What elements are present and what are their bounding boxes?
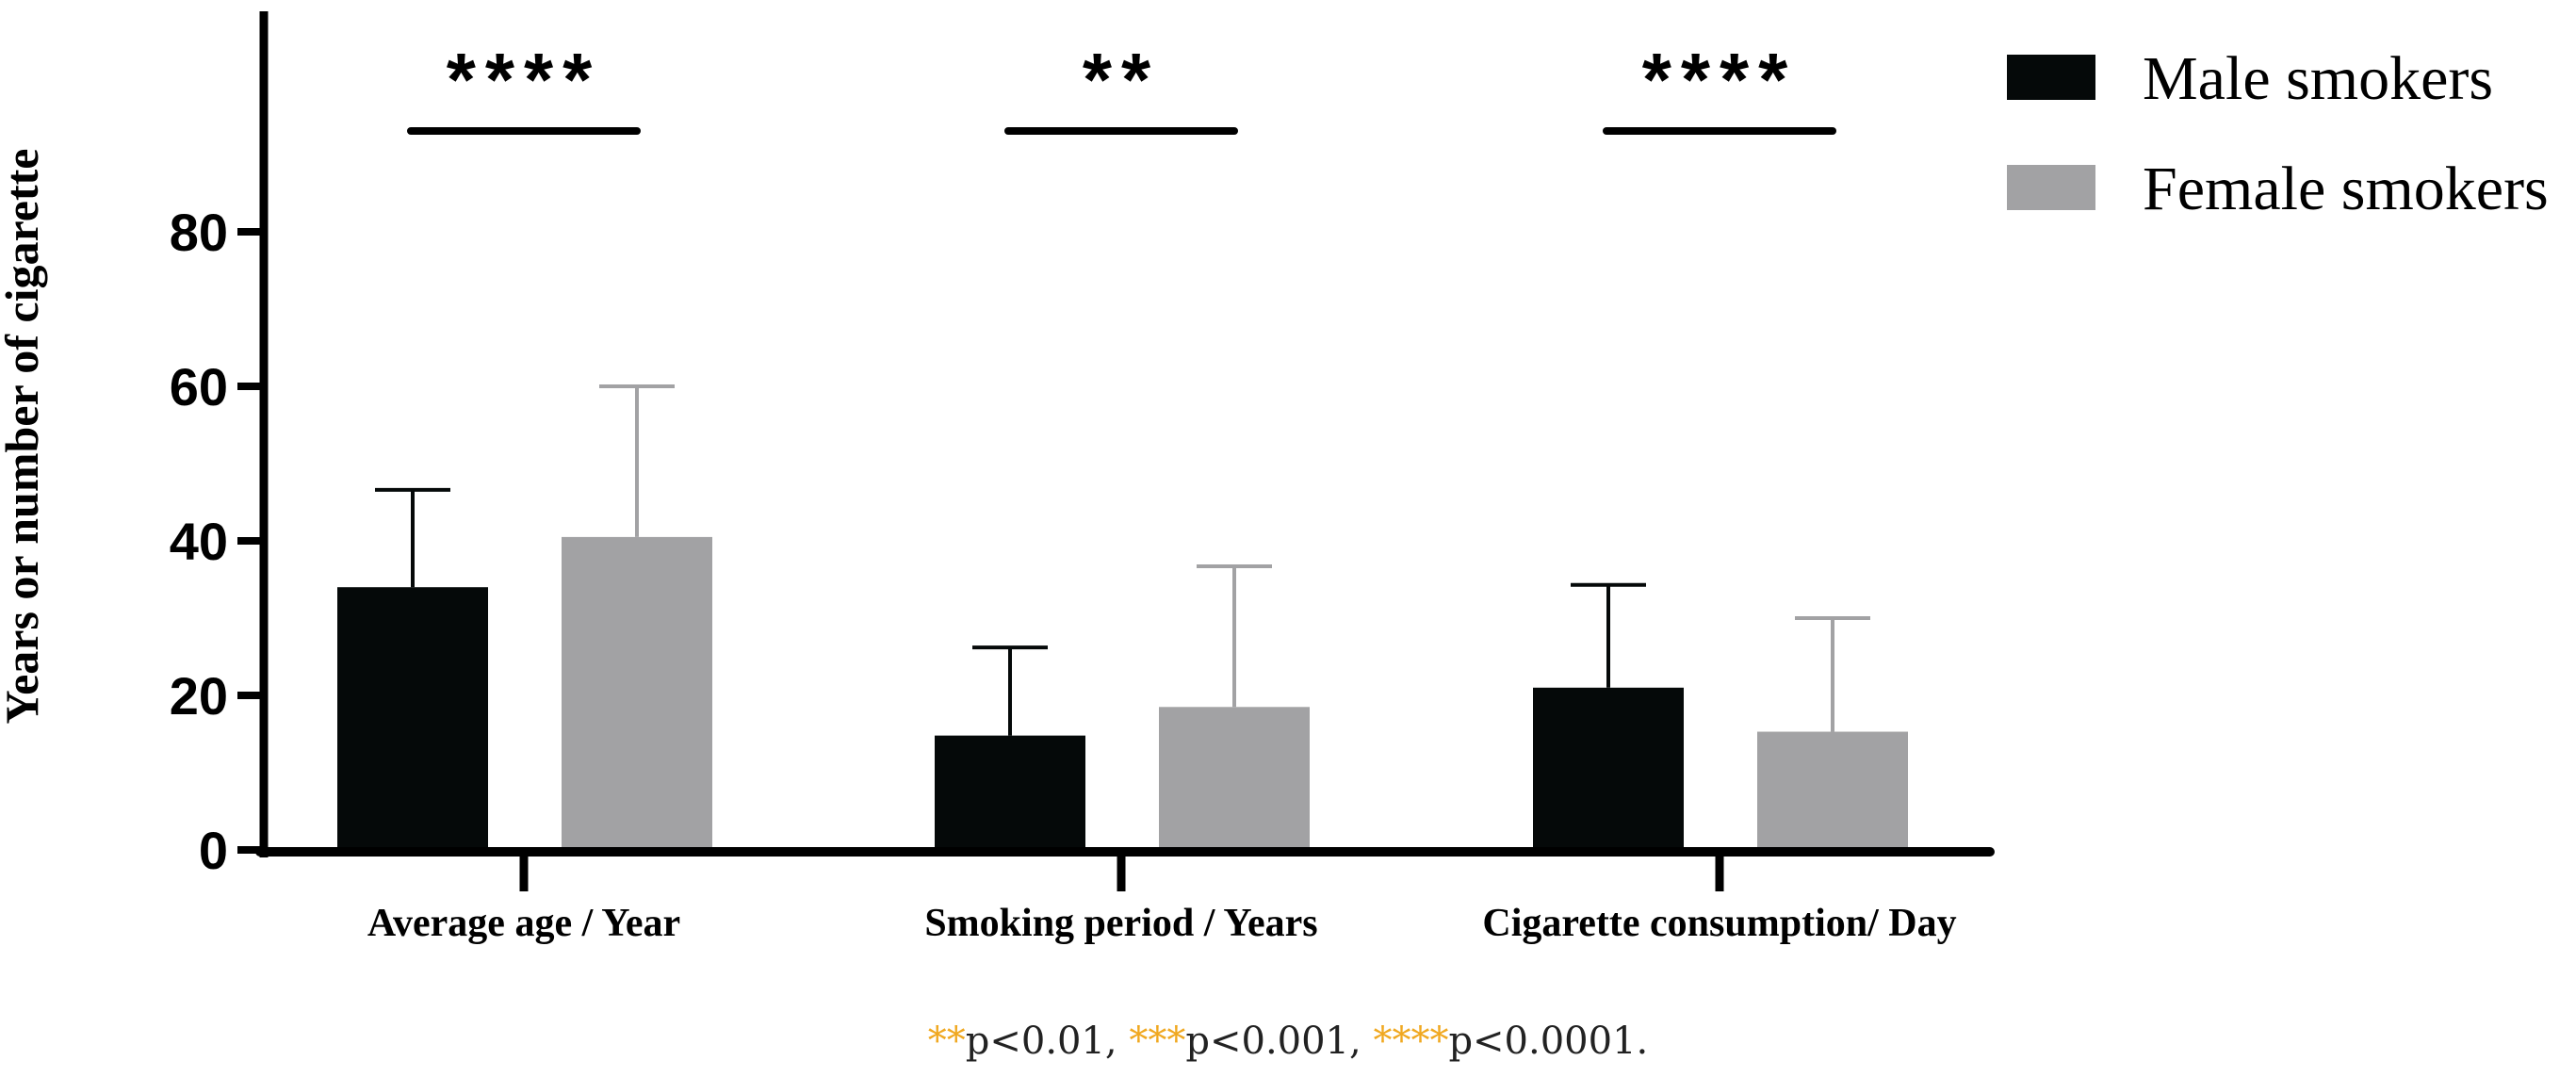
- y-tick-label: 20: [170, 666, 228, 726]
- footnote-stars: ****: [1373, 1020, 1449, 1063]
- bar-male-2: [1533, 687, 1684, 850]
- x-category-label: Smoking period / Years: [924, 902, 1317, 945]
- significance-layer: **** ** ****: [407, 38, 1836, 135]
- y-tick-label: 80: [170, 203, 228, 262]
- y-tick-label: 60: [170, 357, 228, 416]
- footnote-stars: **: [927, 1020, 966, 1063]
- legend-swatch-male: [2007, 55, 2095, 100]
- bar-male-0: [337, 587, 488, 850]
- significance-stars: ****: [447, 38, 602, 122]
- footnote-text: p<0.0001.: [1448, 1020, 1649, 1063]
- bar-male-1: [935, 735, 1085, 850]
- x-category-label: Cigarette consumption/ Day: [1482, 902, 1956, 945]
- error-bars-layer: [375, 384, 1870, 736]
- y-tick-label: 0: [199, 821, 228, 880]
- x-category-label: Average age / Year: [367, 902, 680, 945]
- y-axis-title: Years or number of cigarette: [0, 149, 48, 725]
- legend: Male smokers Female smokers: [2007, 44, 2549, 223]
- bar-female-2: [1757, 731, 1908, 850]
- significance-footnote: **p<0.01, ***p<0.001, ****p<0.0001.: [0, 1020, 2576, 1063]
- bar-female-0: [562, 536, 712, 850]
- y-tick-label: 40: [170, 512, 228, 571]
- legend-swatch-female: [2007, 165, 2095, 210]
- footnote-text: p<0.01,: [965, 1020, 1130, 1063]
- bar-female-1: [1159, 707, 1310, 850]
- significance-stars: **: [1083, 38, 1160, 122]
- footnote-stars: ***: [1129, 1020, 1186, 1063]
- bars-layer: [337, 536, 1908, 850]
- axes-layer: 0 20 40 60 80 Average age / Year Smoking perio…: [170, 11, 1995, 945]
- legend-label-female: Female smokers: [2143, 155, 2549, 223]
- footnote-text: p<0.001,: [1185, 1020, 1374, 1063]
- legend-label-male: Male smokers: [2143, 44, 2493, 113]
- significance-stars: ****: [1642, 38, 1798, 122]
